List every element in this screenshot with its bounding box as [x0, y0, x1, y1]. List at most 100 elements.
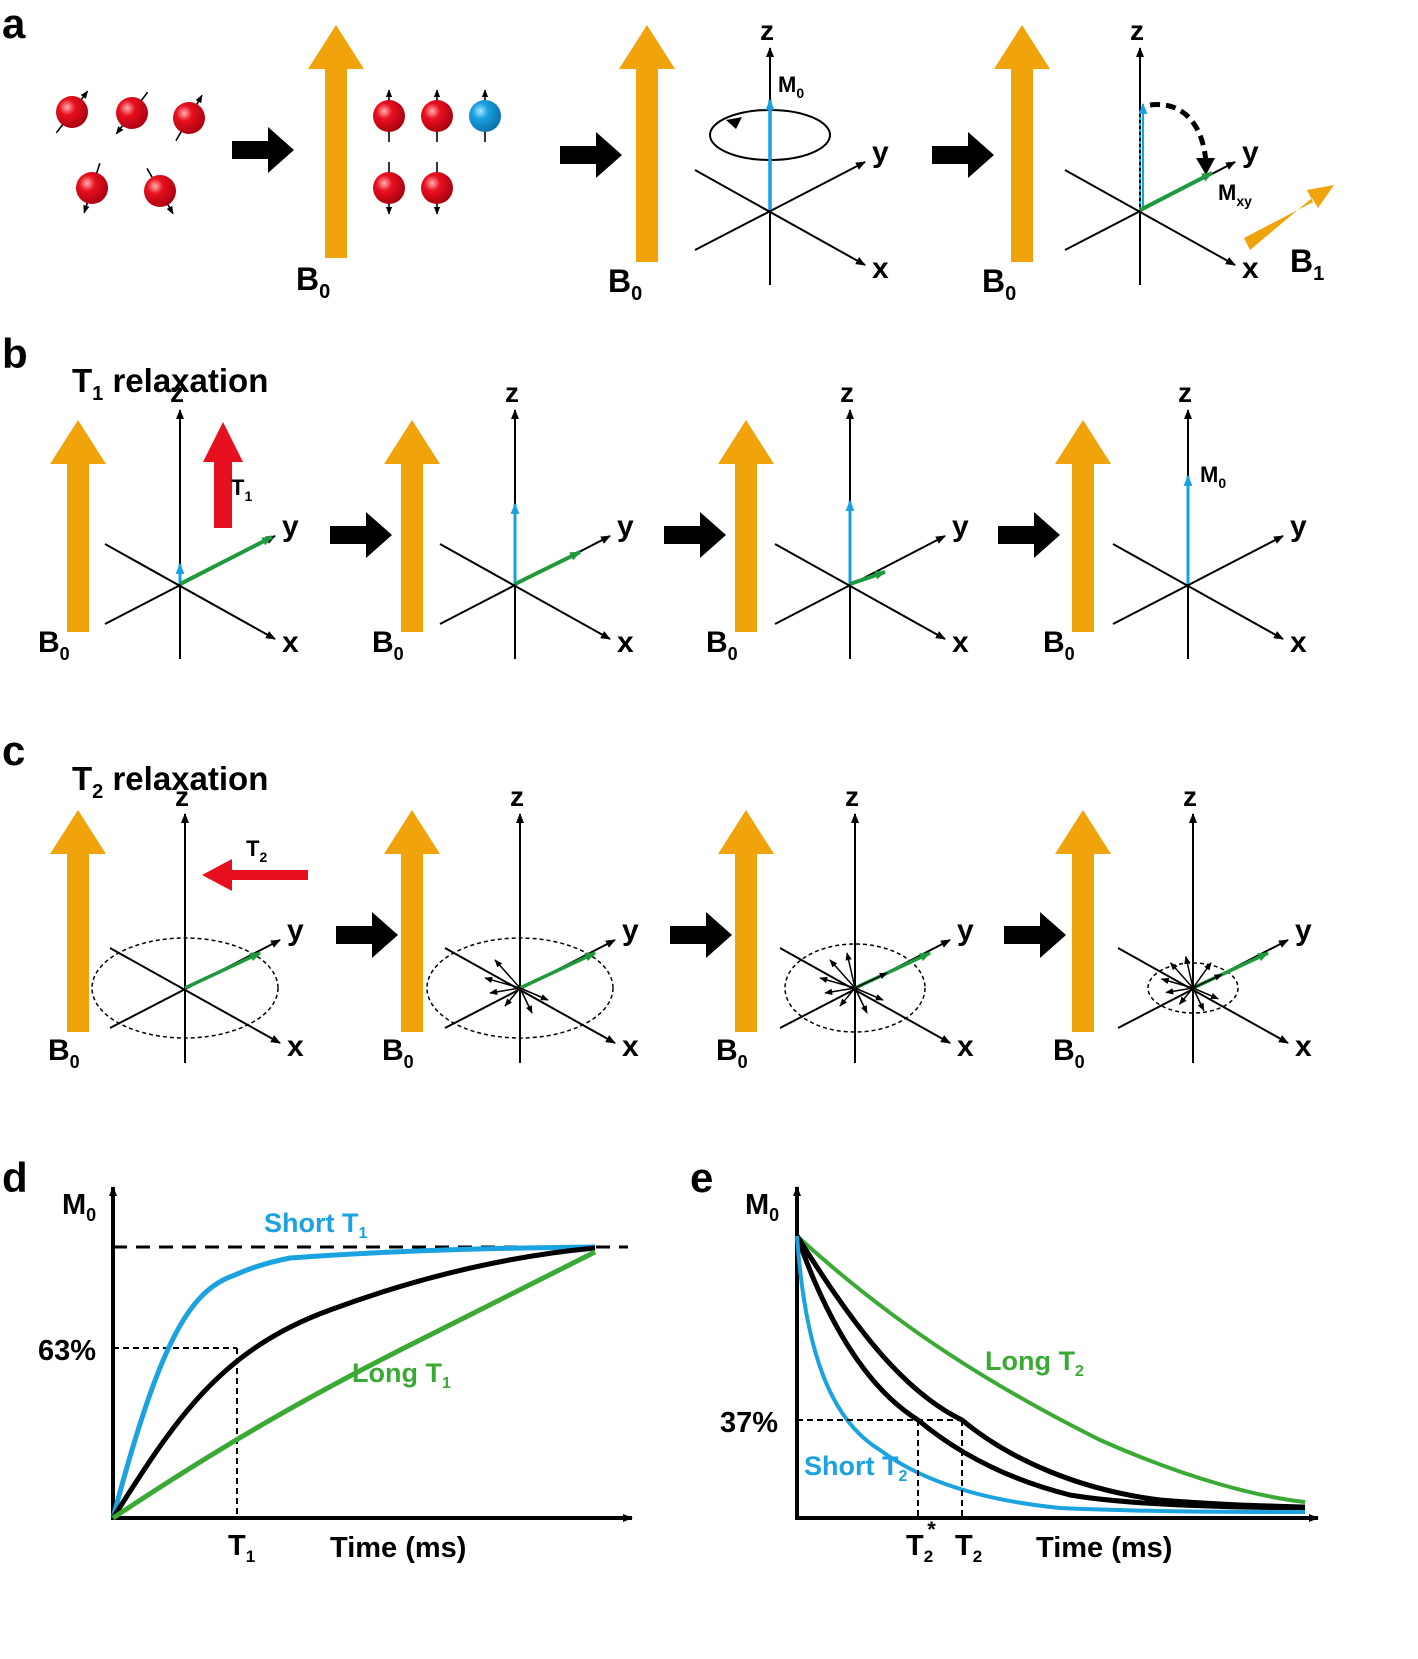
b0-arrow-a-1 [308, 25, 364, 258]
b0-label-c-1-sub: 0 [70, 1052, 80, 1072]
b0-arrow-c-1 [50, 810, 106, 1032]
dephased-spin-3-3 [824, 987, 856, 995]
axes-b-4-y-axis [1112, 535, 1284, 625]
panel-d-63-label: 63% [38, 1335, 96, 1367]
process-arrow-b-2 [664, 512, 726, 558]
axes-b-3-z-label: z [840, 377, 854, 408]
precession-arrowhead [726, 117, 742, 129]
b1-label-sub: 1 [1313, 263, 1324, 285]
panel-e-curve-short-t2 [795, 1235, 1306, 1514]
b0-arrow-c-4 [1055, 810, 1111, 1032]
m-trans-b-1 [179, 535, 273, 586]
axes-b-1-z-label: z [170, 377, 184, 408]
b0-label-c-2-main: B [382, 1034, 404, 1067]
dephased-spin-3-7 [854, 972, 888, 989]
spin-a-2 [116, 97, 148, 129]
m0-label-b: M0 [1200, 462, 1226, 491]
axes-a-1-y-axis [694, 161, 866, 251]
panel-d-curve-short-t1 [110, 1244, 596, 1519]
b0-label-a-3-main: B [982, 263, 1005, 299]
b0-label-b-3-main: B [706, 626, 728, 659]
t1-relaxation-title: T1 relaxation [72, 362, 268, 405]
process-arrow-a-2 [560, 132, 622, 178]
m0-label-a-sub: 0 [796, 85, 804, 101]
dephasing-ellipse-2 [426, 937, 614, 1039]
panel-e-37-label: 37% [720, 1407, 778, 1439]
b0-label-b-2: B0 [372, 626, 404, 664]
b0-label-a-2-sub: 0 [631, 283, 642, 305]
spin-a-4 [76, 172, 108, 204]
dephased-spin-4-4 [1178, 987, 1194, 1005]
axes-c-4-z-label: z [1183, 781, 1197, 812]
b0-arrow-c-2 [384, 810, 440, 1032]
dephased-spin-4-9 [1192, 962, 1212, 989]
dephased-spin-3-1 [829, 959, 856, 989]
b0-arrow-b-4 [1055, 420, 1111, 632]
panel-d-t1-tick-label: T1 [228, 1530, 255, 1566]
axes-a-1-y-label: y [872, 136, 889, 169]
panel-d-curve-black [110, 1245, 596, 1520]
axes-b-3-x-axis [774, 543, 946, 640]
process-arrow-b-3 [998, 512, 1060, 558]
dephased-spin-3-6 [854, 987, 884, 1001]
m0-label-a-main: M [778, 72, 796, 97]
b0-label-a-1: B0 [296, 261, 330, 303]
b1-arrow [1244, 185, 1334, 250]
mxy-label-a: Mxy [1218, 180, 1252, 209]
axes-b-2-x-axis [439, 543, 611, 640]
panel-e-curve-black-1 [794, 1235, 1306, 1511]
b0-label-b-3: B0 [706, 626, 738, 664]
panel-d-long-t1-label: Long T1 [352, 1358, 451, 1392]
axes-c-4-x-label: x [1295, 1030, 1312, 1063]
axes-b-1-x-label: x [282, 626, 299, 659]
axes-b-2-z-label: z [505, 377, 519, 408]
b0-label-b-3-sub: 0 [728, 644, 738, 664]
b0-label-c-3: B0 [716, 1034, 748, 1072]
panel-d-short-t1-label: Short T1 [264, 1208, 368, 1242]
b1-label-main: B [1290, 243, 1313, 279]
dephasing-ellipse-1 [91, 937, 279, 1039]
panel-d-curve-long-t1 [111, 1249, 597, 1521]
axes-a-2-z-label: z [1130, 15, 1144, 46]
process-arrow-c-2 [670, 912, 732, 958]
b0-arrow-b-3 [718, 420, 774, 632]
axes-b-1-x-axis [104, 543, 276, 640]
t2-relax-arrow [202, 859, 308, 891]
process-arrow-b-1 [330, 512, 392, 558]
axes-a-2-y-label: y [1242, 136, 1259, 169]
b0-label-a-3-sub: 0 [1005, 283, 1016, 305]
panel-d-chart: M0 63% Short T1 Long T1 T1 Time (ms) [38, 1186, 633, 1566]
process-arrow-a-1 [232, 127, 294, 173]
axes-a-2-x-label: x [1242, 252, 1259, 285]
panel-e-short-t2-label: Short T2 [804, 1451, 908, 1485]
dephased-spin-2-5 [519, 987, 533, 1014]
panel-e-t2-tick-label: T2 [955, 1530, 982, 1566]
mxy-label-a-sub: xy [1236, 193, 1252, 209]
b0-label-a-1-sub: 0 [319, 281, 330, 303]
panel-label-b: b [2, 330, 28, 377]
b0-label-c-3-main: B [716, 1034, 738, 1067]
dephased-spin-4-1 [1169, 962, 1194, 989]
m-trans-b-3 [849, 570, 887, 586]
spin-a-5 [144, 175, 176, 207]
axes-c-3-x-axis [779, 947, 951, 1044]
mxy-label-a-main: M [1218, 180, 1236, 205]
t2-relaxation-title: T2 relaxation [72, 760, 268, 803]
axes-a-1-x-axis [694, 169, 866, 266]
axes-c-2-y-label: y [622, 914, 639, 947]
b0-label-c-4-sub: 0 [1075, 1052, 1085, 1072]
spin-anti-2 [421, 172, 453, 204]
b0-label-b-4-main: B [1043, 626, 1065, 659]
dephased-spin-2-1 [494, 959, 521, 989]
panel-label-a: a [2, 0, 26, 47]
panel-e-x-axis-label: Time (ms) [1036, 1532, 1172, 1564]
axes-c-3-x-label: x [957, 1030, 974, 1063]
dephasing-ellipse-3 [784, 943, 926, 1033]
axes-c-2-x-axis [444, 947, 616, 1044]
dephased-spin-3-5 [854, 987, 868, 1014]
panel-label-c: c [2, 727, 25, 774]
dephased-spin-4-8 [1184, 955, 1194, 989]
axes-a-1-z-label: z [760, 15, 774, 46]
dephased-spin-3-2 [819, 976, 856, 989]
